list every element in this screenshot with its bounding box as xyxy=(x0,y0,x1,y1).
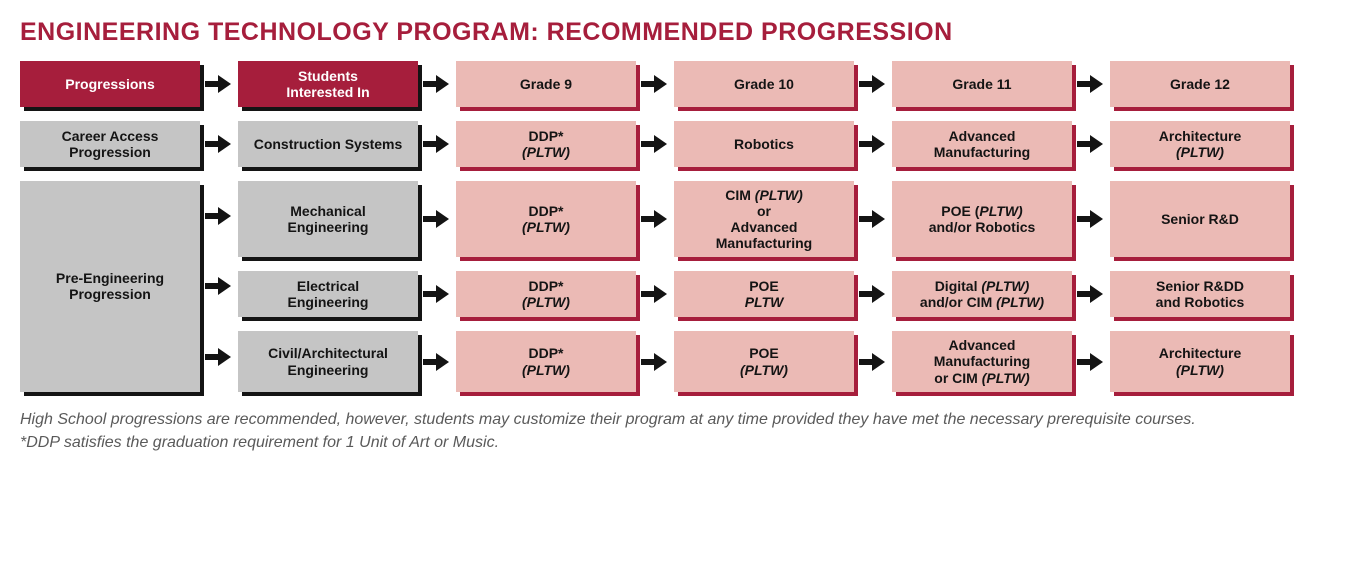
ca-grade11: AdvancedManufacturing xyxy=(892,121,1072,167)
header-grade11: Grade 11 xyxy=(892,61,1072,107)
pre-engineering-label: Pre-EngineeringProgression xyxy=(20,181,200,392)
arrow-icon xyxy=(418,121,456,167)
arrow-icon xyxy=(205,279,233,293)
me-grade9: DDP*(PLTW) xyxy=(456,181,636,257)
header-grade12: Grade 12 xyxy=(1110,61,1290,107)
footnote-line2: *DDP satisfies the graduation requiremen… xyxy=(20,431,1339,454)
arrow-icon xyxy=(854,121,892,167)
ee-grade9: DDP*(PLTW) xyxy=(456,271,636,317)
arrow-icon xyxy=(1072,331,1110,391)
arrow-icon xyxy=(636,181,674,257)
arrow-icon xyxy=(200,121,238,167)
arrow-icon xyxy=(854,271,892,317)
arrow-icon xyxy=(1072,121,1110,167)
arrow-stack xyxy=(200,181,238,392)
arrow-icon xyxy=(636,271,674,317)
page-title: ENGINEERING TECHNOLOGY PROGRAM: RECOMMEN… xyxy=(20,18,1339,47)
me-grade12: Senior R&D xyxy=(1110,181,1290,257)
arrow-icon xyxy=(854,181,892,257)
arrow-icon xyxy=(854,61,892,107)
ee-grade10: POEPLTW xyxy=(674,271,854,317)
arrow-icon xyxy=(636,331,674,391)
ca-grade12: Architecture(PLTW) xyxy=(1110,121,1290,167)
civil-architectural-engineering: Civil/ArchitecturalEngineering xyxy=(238,331,418,391)
header-grade9: Grade 9 xyxy=(456,61,636,107)
ce-grade11: AdvancedManufacturingor CIM (PLTW) xyxy=(892,331,1072,391)
progression-grid: Progressions StudentsInterested In Grade… xyxy=(20,61,1339,392)
arrow-icon xyxy=(200,61,238,107)
arrow-icon xyxy=(636,61,674,107)
construction-systems: Construction Systems xyxy=(238,121,418,167)
arrow-icon xyxy=(636,121,674,167)
arrow-icon xyxy=(418,61,456,107)
footnote-line1: High School progressions are recommended… xyxy=(20,408,1339,431)
arrow-icon xyxy=(205,209,233,223)
ee-grade11: Digital (PLTW)and/or CIM (PLTW) xyxy=(892,271,1072,317)
ce-grade10: POE(PLTW) xyxy=(674,331,854,391)
arrow-icon xyxy=(854,331,892,391)
header-grade10: Grade 10 xyxy=(674,61,854,107)
arrow-icon xyxy=(418,331,456,391)
arrow-icon xyxy=(418,181,456,257)
arrow-icon xyxy=(1072,181,1110,257)
arrow-icon xyxy=(205,350,233,364)
footnote: High School progressions are recommended… xyxy=(20,408,1339,454)
arrow-icon xyxy=(1072,61,1110,107)
header-students: StudentsInterested In xyxy=(238,61,418,107)
ee-grade12: Senior R&DDand Robotics xyxy=(1110,271,1290,317)
ca-grade9: DDP*(PLTW) xyxy=(456,121,636,167)
electrical-engineering: ElectricalEngineering xyxy=(238,271,418,317)
ce-grade12: Architecture(PLTW) xyxy=(1110,331,1290,391)
me-grade10: CIM (PLTW)orAdvancedManufacturing xyxy=(674,181,854,257)
arrow-icon xyxy=(1072,271,1110,317)
arrow-icon xyxy=(418,271,456,317)
ca-grade10: Robotics xyxy=(674,121,854,167)
me-grade11: POE (PLTW)and/or Robotics xyxy=(892,181,1072,257)
mechanical-engineering: MechanicalEngineering xyxy=(238,181,418,257)
ce-grade9: DDP*(PLTW) xyxy=(456,331,636,391)
pre-engineering-label-holder: Pre-EngineeringProgression xyxy=(20,181,200,392)
career-access-label: Career AccessProgression xyxy=(20,121,200,167)
header-progressions: Progressions xyxy=(20,61,200,107)
